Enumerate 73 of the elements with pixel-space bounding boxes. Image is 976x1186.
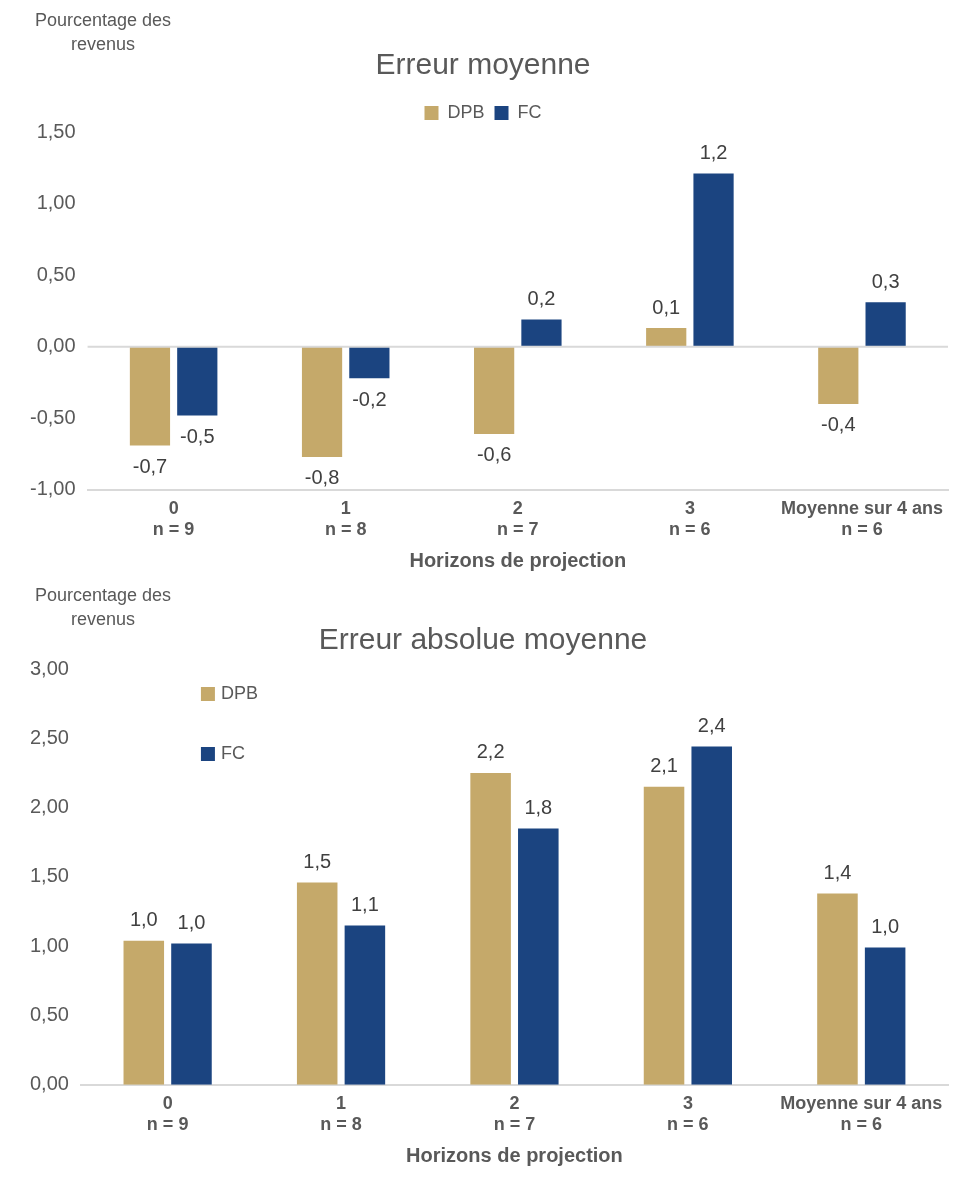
bar xyxy=(518,828,559,1085)
y-tick-label: 0,00 xyxy=(36,334,76,357)
y-tick-label: 1,00 xyxy=(29,933,69,956)
data-label: 1,1 xyxy=(350,892,379,915)
y-tick-label: 0,00 xyxy=(29,1072,69,1095)
x-axis-title: Horizons de projection xyxy=(409,548,627,571)
chart-title: Erreur moyenne xyxy=(375,47,591,81)
x-tick-label: 2 n = 7 xyxy=(497,497,539,540)
x-tick-label: 0 n = 9 xyxy=(152,497,195,540)
y-tick-label: 0,50 xyxy=(29,1003,69,1026)
data-label: 1,0 xyxy=(129,908,158,931)
bar xyxy=(177,346,218,416)
bar xyxy=(296,882,338,1085)
bar xyxy=(301,346,343,457)
x-tick-label: 0 n = 9 xyxy=(146,1092,189,1135)
data-label: 1,5 xyxy=(303,849,332,872)
data-label: -0,5 xyxy=(180,424,215,447)
data-label: -0,7 xyxy=(132,454,168,477)
y-tick-label: -1,00 xyxy=(29,477,76,500)
bar xyxy=(646,328,687,347)
bar xyxy=(470,772,511,1085)
y-tick-label: 3,00 xyxy=(29,656,69,679)
bar xyxy=(818,346,859,404)
chart-title: Erreur absolue moyenne xyxy=(318,622,648,656)
x-tick-label: Moyenne sur 4 ans n = 6 xyxy=(780,497,943,540)
bar xyxy=(474,346,515,434)
bar xyxy=(864,947,906,1085)
x-tick-label: 3 n = 6 xyxy=(667,1092,709,1135)
bar xyxy=(129,346,171,446)
x-tick-label: 3 n = 6 xyxy=(669,497,711,540)
y-tick-label: -0,50 xyxy=(29,405,76,428)
y-tick-label: 1,50 xyxy=(36,119,76,142)
y-tick-label: 0,50 xyxy=(36,262,76,285)
x-tick-label: 1 n = 8 xyxy=(320,1092,362,1135)
y-tick-label: 1,00 xyxy=(36,191,76,214)
data-label: 2,1 xyxy=(650,754,678,777)
data-label: 0,1 xyxy=(652,295,681,318)
x-tick-label: 2 n = 7 xyxy=(493,1092,536,1135)
bar xyxy=(349,346,390,379)
data-label: -0,2 xyxy=(352,387,387,410)
data-label: 1,4 xyxy=(823,861,852,884)
data-label: 0,2 xyxy=(527,287,556,309)
x-axis-title: Horizons de projection xyxy=(406,1143,623,1166)
bar xyxy=(643,786,685,1085)
data-label: 0,3 xyxy=(871,269,900,292)
bar xyxy=(691,746,732,1085)
data-label: 1,2 xyxy=(699,141,728,164)
y-tick-label: 2,00 xyxy=(29,795,69,818)
x-tick-label: Moyenne sur 4 ans n = 6 xyxy=(780,1092,943,1135)
bar xyxy=(693,173,734,347)
y-tick-label: 2,50 xyxy=(29,725,69,748)
y-tick-label: 1,50 xyxy=(29,864,69,887)
legend-label: DPB xyxy=(447,101,485,122)
legend-label: FC xyxy=(220,742,245,763)
y-axis-title: Pourcentage des revenus xyxy=(33,584,173,631)
data-label: 1,8 xyxy=(524,795,553,818)
bar xyxy=(344,925,386,1085)
bar xyxy=(817,893,858,1085)
legend-label: FC xyxy=(517,101,542,122)
bar xyxy=(123,940,165,1085)
data-label: 1,0 xyxy=(871,915,900,938)
data-label: 2,2 xyxy=(476,740,505,763)
data-label: -0,8 xyxy=(304,466,340,489)
data-label: 1,0 xyxy=(177,910,206,933)
y-axis-title: Pourcentage des revenus xyxy=(33,9,173,56)
bar xyxy=(171,943,212,1085)
bar xyxy=(521,319,562,347)
data-label: -0,4 xyxy=(821,413,856,436)
bar xyxy=(865,302,906,347)
legend-label: DPB xyxy=(220,682,258,703)
x-tick-label: 1 n = 8 xyxy=(324,497,367,540)
data-label: -0,6 xyxy=(476,443,512,466)
data-label: 2,4 xyxy=(697,714,726,737)
